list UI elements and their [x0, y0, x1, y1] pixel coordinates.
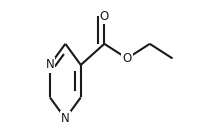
Text: N: N: [46, 58, 54, 71]
Text: O: O: [100, 10, 109, 23]
Text: N: N: [61, 112, 70, 125]
Text: O: O: [122, 52, 132, 65]
